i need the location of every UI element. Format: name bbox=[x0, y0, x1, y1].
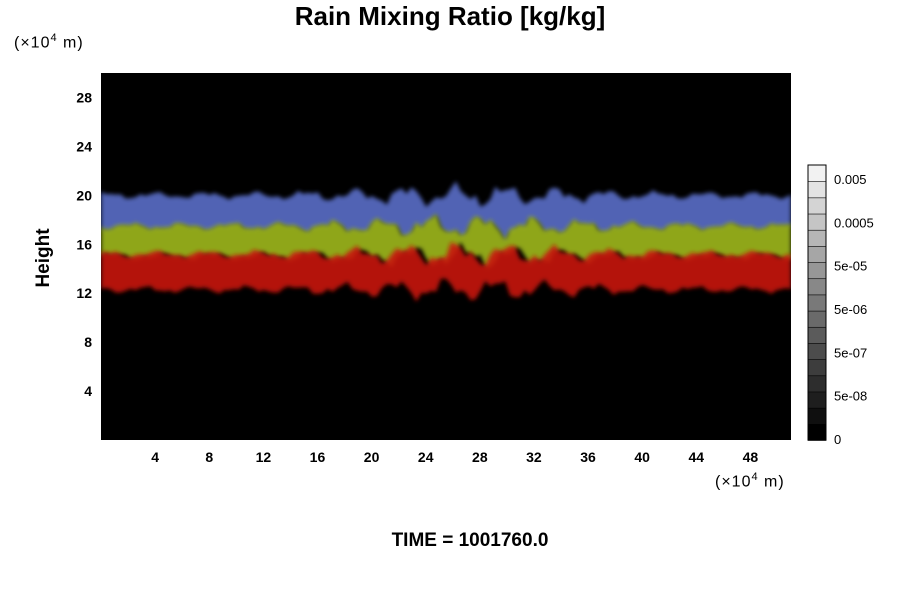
y-unit-exponent: 4 bbox=[50, 32, 58, 44]
colorbar-segment bbox=[807, 229, 827, 247]
colorbar-tick-label: 5e-07 bbox=[834, 345, 867, 360]
y-tick-label: 4 bbox=[84, 383, 92, 399]
y-tick-label: 12 bbox=[76, 285, 92, 301]
x-tick-label: 16 bbox=[310, 449, 326, 465]
x-tick-label: 4 bbox=[151, 449, 159, 465]
y-tick-label: 20 bbox=[76, 187, 92, 203]
x-unit-prefix: (×10 bbox=[715, 473, 752, 491]
colorbar-segment bbox=[807, 245, 827, 263]
colorbar-segment bbox=[807, 423, 827, 441]
colorbar-tick-label: 5e-05 bbox=[834, 259, 867, 274]
x-unit-suffix: m) bbox=[758, 473, 785, 491]
y-tick-label: 28 bbox=[76, 89, 92, 105]
colorbar-segment bbox=[807, 326, 827, 344]
x-unit-label: (×104 m) bbox=[715, 471, 785, 491]
x-tick-label: 12 bbox=[256, 449, 272, 465]
x-unit-exponent: 4 bbox=[751, 471, 759, 483]
x-tick-label: 36 bbox=[580, 449, 596, 465]
x-tick-label: 8 bbox=[205, 449, 213, 465]
x-tick-label: 32 bbox=[526, 449, 542, 465]
x-tick-label: 28 bbox=[472, 449, 488, 465]
colorbar-tick-label: 0.005 bbox=[834, 172, 867, 187]
colorbar-segment bbox=[807, 407, 827, 425]
colorbar-segment bbox=[807, 391, 827, 409]
x-tick-label: 40 bbox=[634, 449, 650, 465]
colorbar-tick-label: 5e-08 bbox=[834, 389, 867, 404]
colorbar-tick-label: 0 bbox=[834, 432, 841, 447]
y-tick-label: 8 bbox=[84, 334, 92, 350]
colorbar-segment bbox=[807, 294, 827, 312]
y-axis-ticks: 4 8 12 16 20 24 28 bbox=[76, 89, 92, 399]
colorbar-segment bbox=[807, 358, 827, 377]
y-unit-suffix: m) bbox=[57, 34, 84, 52]
colorbar-segment bbox=[807, 213, 827, 231]
colorbar-segment bbox=[807, 374, 827, 393]
chart-title: Rain Mixing Ratio [kg/kg] bbox=[294, 1, 606, 31]
colorbar-tick-label: 5e-06 bbox=[834, 302, 867, 317]
time-label: TIME = 1001760.0 bbox=[391, 530, 549, 551]
colorbar-frame bbox=[807, 164, 827, 441]
x-tick-label: 44 bbox=[689, 449, 705, 465]
x-axis-ticks: 4 8 12 16 20 24 28 32 36 40 44 48 bbox=[151, 449, 758, 465]
colorbar: 0.005 0.0005 5e-05 5e-06 5e-07 5e-08 0 bbox=[807, 164, 874, 447]
colorbar-segment bbox=[807, 310, 827, 328]
band-upper bbox=[101, 181, 791, 243]
y-tick-label: 16 bbox=[76, 236, 92, 252]
y-unit-label: (×104 m) bbox=[14, 32, 84, 52]
y-tick-label: 24 bbox=[76, 138, 92, 154]
band-lower bbox=[101, 242, 791, 302]
x-tick-label: 24 bbox=[418, 449, 434, 465]
colorbar-segment bbox=[807, 277, 827, 296]
y-unit-prefix: (×10 bbox=[14, 34, 51, 52]
colorbar-segment bbox=[807, 164, 827, 182]
x-tick-label: 20 bbox=[364, 449, 380, 465]
x-tick-label: 48 bbox=[743, 449, 759, 465]
colorbar-tick-label: 0.0005 bbox=[834, 215, 874, 230]
colorbar-segment bbox=[807, 180, 827, 199]
rain-field bbox=[101, 181, 791, 302]
colorbar-segment bbox=[807, 261, 827, 280]
colorbar-segment bbox=[807, 342, 827, 360]
colorbar-segment bbox=[807, 197, 827, 215]
